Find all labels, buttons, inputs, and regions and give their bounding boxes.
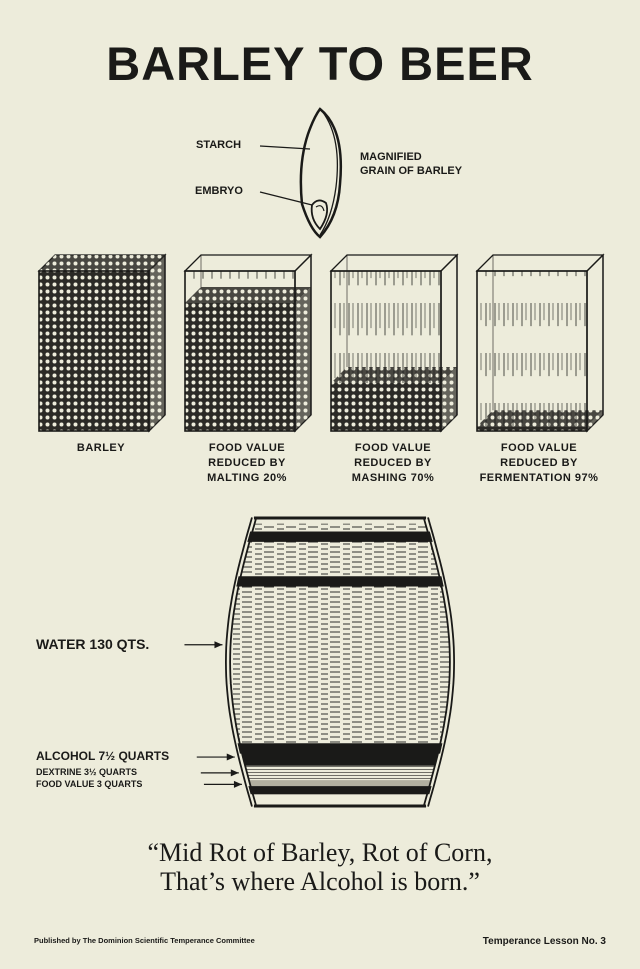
container-2: FOOD VALUE REDUCED BY MASHING 70% — [329, 253, 457, 486]
container-3: FOOD VALUE REDUCED BY FERMENTATION 97% — [475, 253, 603, 486]
quote-line-2: That’s where Alcohol is born.” — [30, 867, 610, 897]
container-caption-1: FOOD VALUE REDUCED BY MALTING 20% — [183, 441, 311, 486]
container-svg-2 — [329, 253, 459, 433]
container-caption-0: BARLEY — [37, 441, 165, 456]
publisher-credit: Published by The Dominion Scientific Tem… — [34, 936, 255, 947]
footer: Published by The Dominion Scientific Tem… — [0, 936, 640, 947]
container-svg-3 — [475, 253, 605, 433]
main-title: BARLEY TO BEER — [0, 0, 640, 91]
container-caption-3: FOOD VALUE REDUCED BY FERMENTATION 97% — [475, 441, 603, 486]
container-1: FOOD VALUE REDUCED BY MALTING 20% — [183, 253, 311, 486]
container-0: BARLEY — [37, 253, 165, 486]
barrel-label-2: DEXTRINE 3½ QUARTS — [36, 767, 137, 777]
barrel-section: WATER 130 QTS. ALCOHOL 7½ QUARTS DEXTRINE … — [0, 510, 640, 820]
container-row: BARLEY FOOD VALUE REDUCED BY MALTING 20% F… — [0, 253, 640, 486]
grain-svg — [0, 99, 640, 249]
barrel-label-1: ALCOHOL 7½ QUARTS — [36, 749, 169, 763]
label-magnified: MAGNIFIED GRAIN OF BARLEY — [360, 151, 462, 179]
container-caption-2: FOOD VALUE REDUCED BY MASHING 70% — [329, 441, 457, 486]
label-starch: STARCH — [196, 139, 241, 151]
grain-diagram: STARCH EMBRYO MAGNIFIED GRAIN OF BARLEY — [0, 99, 640, 249]
container-svg-1 — [183, 253, 313, 433]
barrel-label-3: FOOD VALUE 3 QUARTS — [36, 779, 142, 789]
container-svg-0 — [37, 253, 167, 433]
barrel-label-0: WATER 130 QTS. — [36, 636, 149, 652]
label-embryo: EMBRYO — [195, 185, 243, 197]
quote-line-1: “Mid Rot of Barley, Rot of Corn, — [30, 838, 610, 868]
quote: “Mid Rot of Barley, Rot of Corn, That’s … — [0, 838, 640, 898]
lesson-number: Temperance Lesson No. 3 — [483, 936, 606, 947]
